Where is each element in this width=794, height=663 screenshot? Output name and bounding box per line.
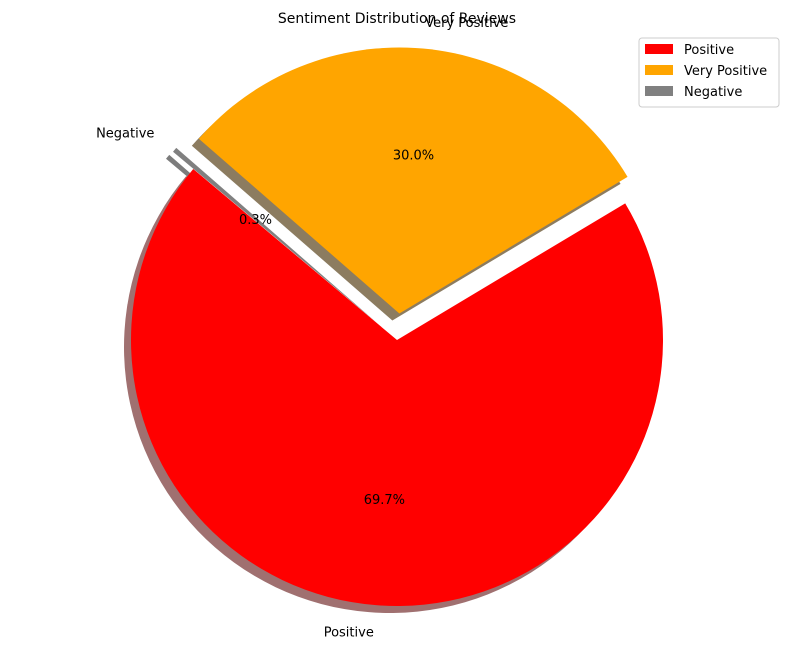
slice-negative [173,147,377,323]
label-layer: 69.7% Positive 30.0% Very Positive 0.3% Negat… [96,16,508,641]
slice-positive [130,169,663,607]
chart-title: Sentiment Distribution of Reviews [278,11,516,27]
slice-layer [130,47,663,607]
slice-label-very-positive: Very Positive [425,16,508,31]
legend-frame [638,37,780,108]
legend-items: Positive Very Positive Negative [645,43,767,100]
percent-label-negative: 0.3% [239,213,272,228]
legend-label-positive: Positive [684,43,734,58]
slice-very-positive [198,47,628,314]
legend-label-negative: Negative [684,85,742,100]
percent-label-positive: 69.7% [364,493,405,508]
legend-swatch-very-positive [645,65,673,75]
slice-label-positive: Positive [324,626,374,641]
legend: Positive Very Positive Negative [638,37,780,108]
legend-swatch-positive [645,44,673,54]
legend-swatch-negative [645,86,673,96]
percent-label-very-positive: 30.0% [393,149,434,164]
slice-label-negative: Negative [96,127,154,142]
legend-label-very-positive: Very Positive [684,64,767,79]
